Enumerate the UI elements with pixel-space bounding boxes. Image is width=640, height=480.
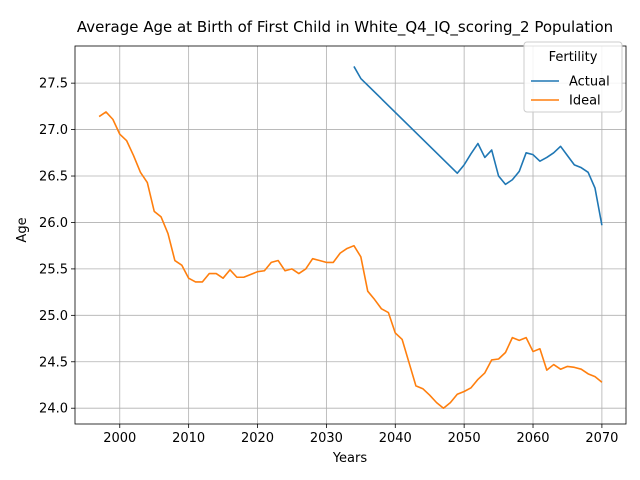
y-tick-label: 27.5: [39, 77, 68, 92]
legend-box: [523, 41, 623, 113]
x-tick-label: 2070: [585, 431, 618, 446]
legend-entries: Actual Ideal: [531, 75, 610, 109]
y-axis-label: Age: [15, 217, 30, 242]
plot-frame: [74, 45, 627, 425]
x-tick-label: 2020: [241, 431, 274, 446]
x-tick-label: 2060: [516, 431, 549, 446]
legend: Fertility Actual Ideal: [523, 41, 623, 113]
x-tick-label: 2010: [172, 431, 205, 446]
chart-title: Average Age at Birth of First Child in W…: [77, 18, 613, 37]
y-tick-label: 24.5: [39, 355, 68, 370]
y-tick-label: 26.0: [39, 216, 68, 231]
x-tick-label: 2040: [379, 431, 412, 446]
y-tick-label: 24.0: [39, 402, 68, 417]
series-line-actual: [353, 66, 603, 226]
legend-label-actual: Actual: [569, 75, 610, 90]
series-line-ideal: [98, 111, 603, 410]
axis-ticks: 2000 2010 2020 2030 2040 2050 2060 2070 24.0 24.5…: [39, 77, 618, 446]
x-axis-label: Years: [332, 451, 368, 466]
grid: [75, 46, 626, 424]
x-tick-label: 2050: [448, 431, 481, 446]
series-lines: [98, 66, 603, 410]
y-tick-label: 26.5: [39, 170, 68, 185]
y-tick-label: 25.0: [39, 309, 68, 324]
y-tick-label: 25.5: [39, 262, 68, 277]
legend-label-ideal: Ideal: [569, 94, 601, 109]
x-tick-label: 2030: [310, 431, 343, 446]
y-tick-label: 27.0: [39, 123, 68, 138]
x-tick-label: 2000: [103, 431, 136, 446]
legend-title: Fertility: [549, 50, 598, 65]
